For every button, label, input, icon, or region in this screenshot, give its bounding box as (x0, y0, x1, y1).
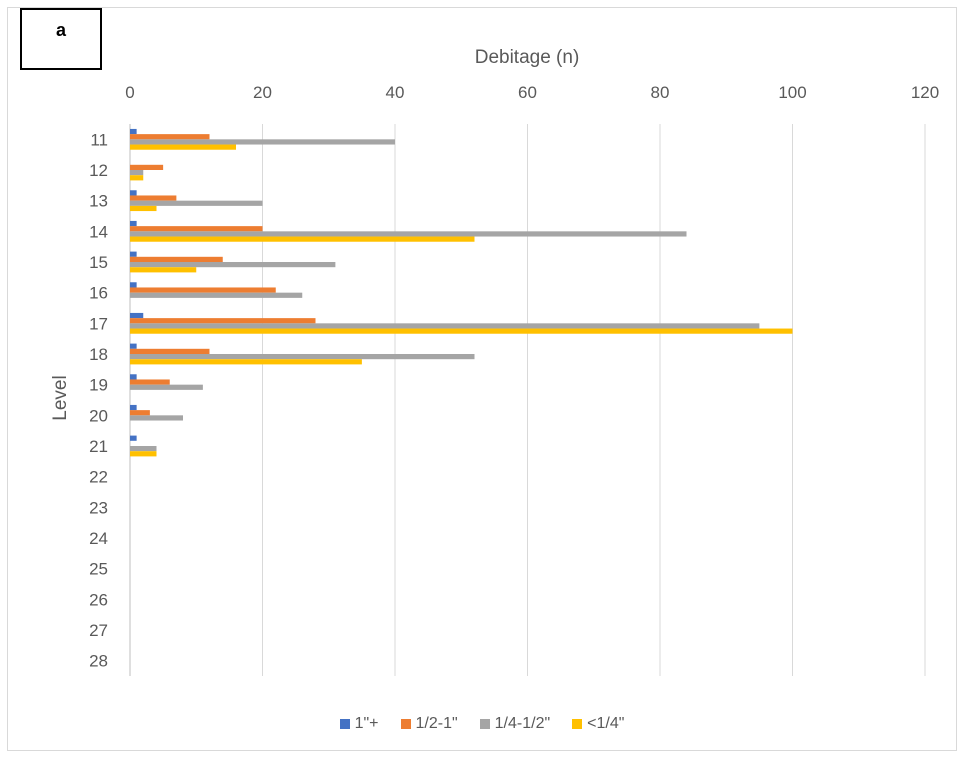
bar-level-14-series-1 (130, 226, 263, 232)
legend-label: 1/4-1/2" (494, 715, 551, 732)
y-tick-labels: 11 12 13 14 15 16 17 18 19 20 21 22 23 24 25 26 27 28 (89, 130, 108, 670)
legend-swatch (339, 719, 350, 729)
legend-swatch (400, 719, 411, 729)
bar-level-13-series-0 (130, 190, 137, 196)
bar-level-14-series-3 (130, 236, 475, 242)
legend-label: <1/4" (587, 715, 625, 732)
x-tick-label: 0 (125, 83, 134, 102)
bar-level-18-series-3 (130, 359, 362, 365)
legend-swatch (479, 719, 490, 729)
y-tick-label: 19 (89, 376, 108, 395)
bar-level-11-series-1 (130, 134, 210, 140)
panel-label: a (55, 20, 66, 40)
y-tick-label: 23 (89, 498, 108, 517)
legend-item: <1/4" (572, 715, 624, 733)
y-tick-label: 12 (89, 161, 108, 180)
bar-level-12-series-2 (130, 170, 144, 176)
bars (130, 128, 793, 457)
bar-level-15-series-2 (130, 262, 336, 268)
bar-level-15-series-0 (130, 251, 137, 257)
bar-level-15-series-3 (130, 267, 197, 273)
y-tick-label: 25 (89, 560, 108, 579)
bar-level-11-series-3 (130, 144, 236, 150)
bar-level-19-series-0 (130, 374, 137, 380)
x-tick-label: 60 (518, 83, 537, 102)
legend: 1"+ 1/2-1" 1/4-1/2" <1/4" (0, 712, 964, 736)
y-tick-label: 14 (89, 222, 108, 241)
x-axis-title: Debitage (n) (475, 47, 580, 68)
bar-level-21-series-3 (130, 451, 157, 457)
y-tick-label: 27 (89, 621, 108, 640)
bar-level-11-series-2 (130, 139, 395, 145)
bar-level-20-series-2 (130, 415, 183, 421)
bar-level-15-series-1 (130, 256, 223, 262)
bar-level-17-series-0 (130, 312, 144, 319)
bar-level-16-series-2 (130, 292, 303, 298)
legend-item: 1"+ (339, 715, 379, 733)
bar-level-18-series-0 (130, 343, 137, 349)
y-tick-label: 26 (89, 590, 108, 609)
x-tick-label: 120 (911, 83, 939, 102)
y-tick-label: 11 (90, 130, 108, 149)
x-tick-label: 20 (253, 83, 272, 102)
x-tick-label: 100 (778, 83, 806, 102)
bar-level-17-series-2 (130, 323, 760, 329)
y-tick-label: 15 (89, 253, 108, 272)
y-tick-label: 24 (89, 529, 108, 548)
x-tick-labels: 0 20 40 60 80 100 120 (125, 83, 939, 102)
y-tick-label: 20 (89, 406, 108, 425)
y-tick-label: 28 (89, 652, 108, 671)
bar-level-13-series-2 (130, 200, 263, 206)
bar-level-20-series-1 (130, 410, 150, 416)
chart-frame (7, 7, 957, 751)
y-tick-label: 18 (89, 345, 108, 364)
bar-level-14-series-2 (130, 231, 687, 237)
y-tick-label: 21 (89, 437, 108, 456)
gridlines (129, 124, 926, 676)
bar-level-13-series-3 (130, 205, 157, 212)
bar-level-11-series-0 (130, 128, 137, 135)
x-tick-label: 80 (651, 83, 670, 102)
bar-level-20-series-0 (130, 404, 137, 411)
legend-swatch (572, 719, 583, 729)
y-axis-title: Level (50, 375, 71, 420)
y-tick-label: 22 (89, 468, 108, 487)
y-tick-label: 13 (89, 192, 108, 211)
bar-level-18-series-2 (130, 354, 475, 360)
legend-label: 1"+ (354, 715, 379, 732)
legend-item: 1/4-1/2" (479, 715, 551, 733)
bar-level-19-series-2 (130, 384, 203, 390)
bar-level-12-series-3 (130, 175, 144, 181)
y-tick-label: 17 (89, 314, 108, 333)
legend-item: 1/2-1" (400, 715, 458, 733)
bar-level-21-series-2 (130, 446, 157, 452)
bar-level-17-series-3 (130, 328, 793, 334)
bar-level-16-series-1 (130, 287, 276, 293)
bar-level-19-series-1 (130, 379, 170, 385)
x-tick-label: 40 (386, 83, 405, 102)
bar-level-12-series-1 (130, 164, 164, 170)
bar-level-17-series-1 (130, 318, 316, 324)
bar-level-13-series-1 (130, 195, 177, 201)
bar-level-18-series-1 (130, 348, 210, 354)
y-tick-label: 16 (89, 284, 108, 303)
bar-level-21-series-0 (130, 435, 137, 441)
legend-label: 1/2-1" (415, 715, 458, 732)
bar-level-16-series-0 (130, 282, 137, 288)
panel-label-box: a (20, 8, 102, 70)
bar-level-14-series-0 (130, 220, 137, 227)
